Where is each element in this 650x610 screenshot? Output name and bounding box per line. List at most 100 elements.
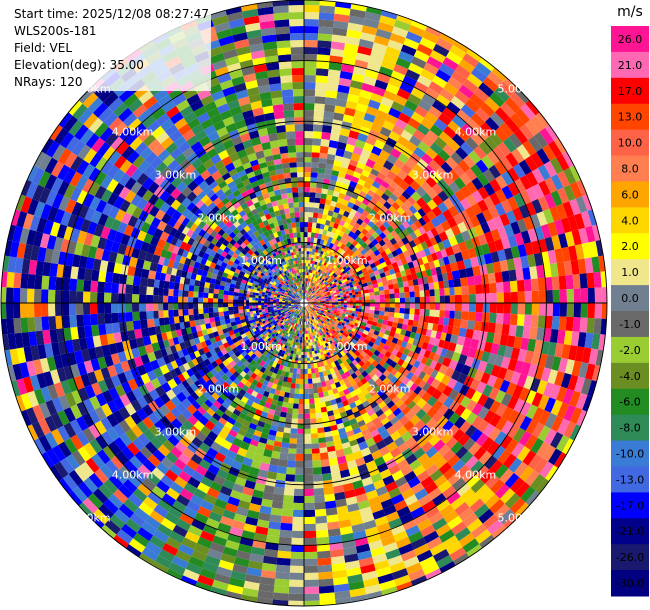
velocity-gate: [294, 357, 299, 361]
velocity-gate: [318, 288, 322, 291]
velocity-gate: [456, 109, 471, 124]
velocity-gate: [310, 279, 313, 283]
velocity-gate: [383, 90, 397, 102]
velocity-gate: [331, 244, 337, 251]
velocity-gate: [325, 279, 330, 283]
velocity-gate: [490, 343, 500, 355]
velocity-gate: [465, 118, 481, 132]
velocity-gate: [453, 213, 464, 225]
velocity-gate: [304, 296, 306, 300]
velocity-gate: [346, 136, 358, 147]
velocity-gate: [320, 310, 325, 313]
velocity-gate: [322, 118, 334, 127]
velocity-gate: [422, 373, 431, 383]
velocity-gate: [401, 368, 410, 378]
velocity-gate: [410, 404, 422, 415]
velocity-gate: [343, 278, 348, 283]
velocity-gate: [344, 173, 353, 181]
velocity-gate: [397, 282, 404, 288]
velocity-gate: [329, 261, 333, 266]
velocity-gate: [337, 297, 341, 300]
velocity-gate: [413, 237, 421, 246]
velocity-gate: [553, 452, 567, 468]
velocity-gate: [519, 416, 533, 431]
velocity-gate: [462, 53, 480, 68]
velocity-gate: [514, 502, 530, 518]
velocity-gate: [391, 124, 404, 136]
velocity-gate: [503, 77, 519, 93]
velocity-gate: [378, 239, 386, 247]
velocity-gate: [456, 335, 466, 346]
velocity-gate: [378, 197, 387, 206]
velocity-gate: [369, 185, 379, 194]
velocity-gate: [424, 289, 430, 297]
velocity-gate: [442, 256, 450, 266]
velocity-gate: [309, 306, 313, 309]
velocity-gate: [471, 177, 484, 191]
velocity-gate: [311, 162, 319, 168]
velocity-gate: [291, 378, 297, 384]
velocity-gate: [559, 289, 567, 303]
velocity-gate: [322, 268, 326, 272]
velocity-gate: [338, 230, 345, 238]
velocity-gate: [447, 342, 457, 352]
velocity-gate: [315, 290, 319, 293]
velocity-gate: [391, 278, 398, 285]
velocity-gate: [314, 274, 317, 278]
velocity-gate: [336, 213, 343, 220]
velocity-gate: [416, 354, 424, 363]
velocity-gate: [334, 316, 338, 320]
velocity-gate: [458, 58, 475, 74]
velocity-gate: [355, 183, 364, 191]
velocity-gate: [529, 377, 541, 393]
velocity-gate: [312, 290, 315, 294]
velocity-gate: [360, 248, 367, 256]
velocity-gate: [306, 287, 309, 291]
velocity-gate: [321, 411, 329, 418]
velocity-gate: [334, 286, 338, 290]
velocity-gate: [489, 91, 505, 108]
velocity-gate: [327, 210, 334, 217]
velocity-gate: [350, 330, 355, 335]
velocity-gate: [405, 380, 414, 389]
velocity-gate: [329, 319, 333, 323]
velocity-gate: [567, 374, 579, 391]
velocity-gate: [305, 287, 307, 291]
velocity-gate: [395, 185, 405, 195]
velocity-gate: [314, 103, 325, 112]
velocity-gate: [407, 337, 415, 345]
velocity-gate: [278, 459, 288, 468]
velocity-gate: [319, 223, 325, 230]
velocity-gate: [339, 283, 344, 287]
velocity-gate: [328, 273, 333, 277]
velocity-gate: [312, 353, 316, 358]
velocity-gate: [458, 241, 468, 252]
velocity-gate: [393, 379, 402, 388]
velocity-gate: [310, 304, 314, 306]
velocity-gate: [308, 284, 310, 288]
velocity-gate: [330, 126, 342, 135]
velocity-gate: [414, 308, 420, 316]
velocity-gate: [560, 217, 572, 234]
velocity-gate: [292, 523, 304, 532]
velocity-gate: [396, 323, 403, 330]
velocity-gate: [360, 149, 372, 159]
velocity-gate: [409, 214, 419, 224]
velocity-gate: [388, 131, 401, 142]
velocity-gate: [388, 284, 394, 290]
velocity-gate: [558, 316, 567, 331]
velocity-gate: [477, 406, 490, 420]
velocity-gate: [310, 299, 314, 302]
velocity-gate: [518, 431, 532, 447]
velocity-gate: [314, 249, 319, 253]
velocity-gate: [309, 307, 313, 310]
velocity-gate: [525, 389, 537, 405]
velocity-gate: [307, 305, 310, 308]
velocity-gate: [343, 307, 347, 310]
velocity-gate: [327, 322, 331, 326]
velocity-gate: [363, 289, 370, 294]
velocity-gate: [384, 294, 390, 299]
velocity-gate: [390, 148, 402, 159]
velocity-gate: [399, 180, 410, 191]
velocity-gate: [398, 346, 406, 354]
